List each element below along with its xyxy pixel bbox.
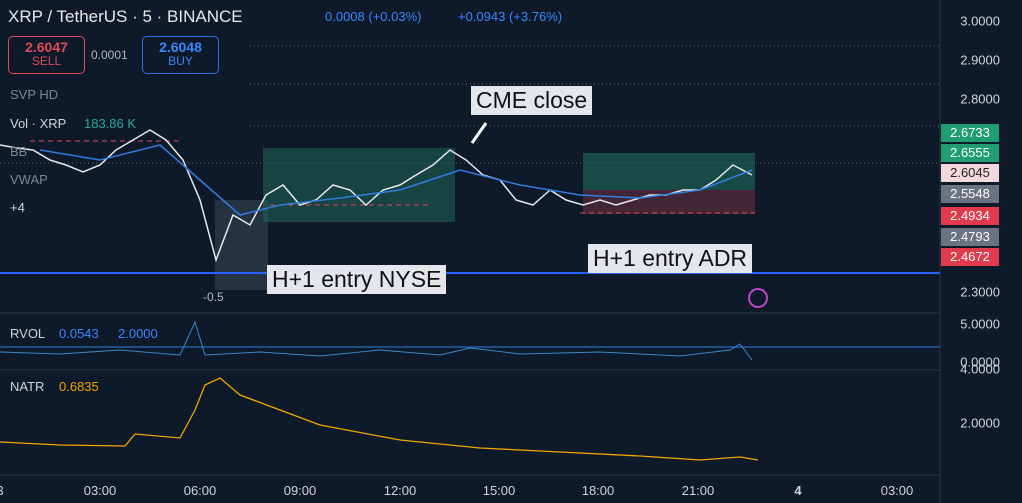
rvol-threshold: 2.0000 [118, 326, 158, 341]
natr-line [0, 377, 759, 461]
price-tag: 2.6555 [941, 144, 999, 162]
fib-label: -0.5 [203, 290, 224, 304]
time-label: 4 [794, 483, 802, 498]
price-axis-label: 2.9000 [960, 52, 1000, 68]
grid [0, 45, 940, 164]
rvol-label: RVOL [10, 326, 46, 341]
time-label: 03:00 [83, 483, 117, 498]
price-tag: 2.6045 [941, 164, 999, 182]
annotation: H+1 entry NYSE [267, 265, 447, 294]
sell-button[interactable]: 2.6047 SELL [8, 36, 85, 74]
nyse-box [263, 148, 455, 222]
rvol-line [0, 320, 753, 361]
sell-label: SELL [31, 54, 62, 68]
time-label: 09:00 [283, 483, 317, 498]
price-tag: 2.4793 [941, 228, 999, 246]
change-day: +0.0943 (+3.76%) [458, 9, 563, 24]
rvol-value: 0.0543 [59, 326, 99, 341]
buy-price: 2.6048 [159, 39, 202, 55]
price-tag: 2.4672 [941, 248, 999, 266]
vol-value: 183.86 K [84, 116, 137, 131]
svp-label[interactable]: SVP HD [10, 87, 59, 102]
price-tag: 2.6733 [941, 124, 999, 142]
sell-price: 2.6047 [25, 39, 68, 55]
adr-box-up [583, 153, 755, 190]
more-indicators[interactable]: +4 [10, 200, 25, 215]
natr-axis-label: 2.0000 [960, 415, 1000, 431]
annotation-pointer [470, 122, 488, 144]
symbol[interactable]: XRP / TetherUS · 5 · BINANCE [8, 7, 243, 26]
natr-axis-label: 4.0000 [960, 361, 1000, 377]
buy-label: BUY [168, 54, 193, 68]
price-tag: 2.4934 [941, 207, 999, 225]
spread: 0.0001 [91, 48, 128, 62]
dashed-levels [30, 140, 755, 214]
price-line [0, 129, 753, 263]
rvol-axis-label: 5.0000 [960, 316, 1000, 332]
vwap-line [39, 144, 753, 216]
natr-label: NATR [10, 379, 45, 394]
vwap-label[interactable]: VWAP [10, 172, 48, 187]
alert-icon[interactable] [748, 288, 768, 308]
bb-label[interactable]: BB [10, 144, 28, 159]
price-axis-label: 3.0000 [960, 13, 1000, 29]
change-bar: 0.0008 (+0.03%) [325, 9, 422, 24]
natr-value: 0.6835 [59, 379, 99, 394]
time-label: 3 [0, 483, 4, 498]
time-label: 18:00 [581, 483, 615, 498]
range-box [215, 200, 268, 290]
annotation: CME close [471, 86, 593, 115]
buy-button[interactable]: 2.6048 BUY [142, 36, 219, 74]
vol-label[interactable]: Vol · XRP [10, 116, 67, 131]
time-label: 03:00 [880, 483, 914, 498]
time-label: 12:00 [383, 483, 417, 498]
time-label: 15:00 [482, 483, 516, 498]
time-label: 21:00 [681, 483, 715, 498]
price-tag: 2.5548 [941, 185, 999, 203]
price-axis-label: 2.8000 [960, 91, 1000, 107]
rvol-axis-label: 0.0000 [960, 354, 1000, 370]
time-label: 06:00 [183, 483, 217, 498]
price-axis-label: 2.3000 [960, 284, 1000, 300]
annotation: H+1 entry ADR [588, 244, 753, 273]
